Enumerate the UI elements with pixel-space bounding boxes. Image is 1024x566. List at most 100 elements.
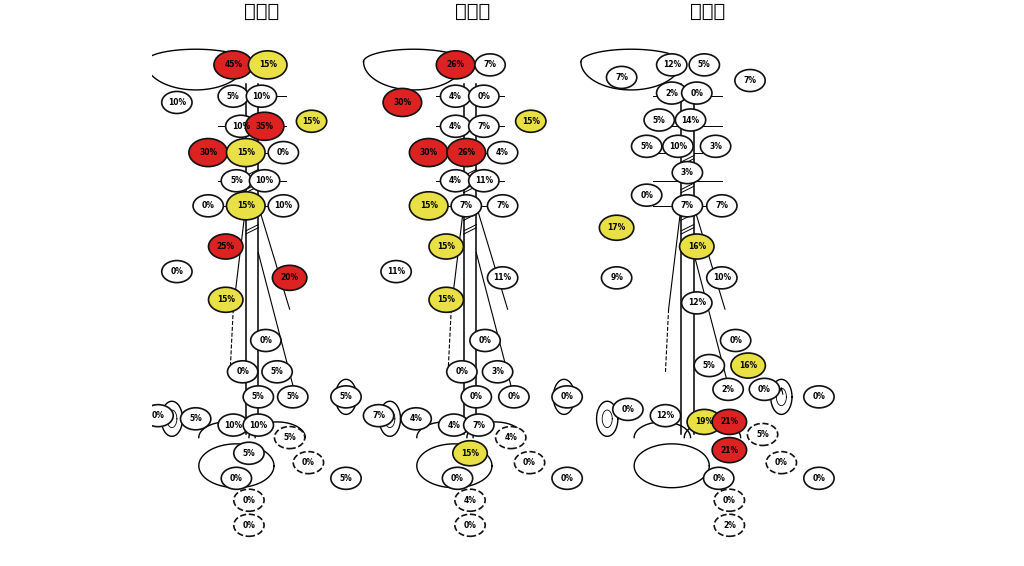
Text: 0%: 0%: [622, 405, 634, 414]
Ellipse shape: [401, 408, 431, 430]
Ellipse shape: [440, 85, 471, 107]
Text: 5%: 5%: [243, 449, 255, 458]
Text: 4%: 4%: [497, 148, 509, 157]
Ellipse shape: [487, 195, 518, 217]
Text: 20%: 20%: [281, 273, 299, 282]
Text: 10%: 10%: [224, 421, 243, 430]
Ellipse shape: [487, 267, 518, 289]
Ellipse shape: [453, 441, 487, 466]
Ellipse shape: [278, 386, 308, 408]
Text: 0%: 0%: [477, 92, 490, 101]
Text: 0%: 0%: [230, 474, 243, 483]
Text: 16%: 16%: [688, 242, 706, 251]
Text: 4%: 4%: [450, 92, 462, 101]
Text: 0%: 0%: [723, 496, 736, 505]
Ellipse shape: [714, 514, 744, 537]
Text: 11%: 11%: [475, 176, 493, 185]
Ellipse shape: [250, 170, 280, 192]
Ellipse shape: [293, 452, 324, 474]
Text: 7%: 7%: [681, 201, 694, 211]
Text: 0%: 0%: [237, 367, 249, 376]
Ellipse shape: [766, 452, 797, 474]
Text: 17%: 17%: [607, 223, 626, 232]
Ellipse shape: [218, 414, 249, 436]
Text: 4%: 4%: [447, 421, 460, 430]
Ellipse shape: [455, 489, 485, 511]
Ellipse shape: [804, 386, 835, 408]
Text: 5%: 5%: [640, 142, 653, 151]
Text: 0%: 0%: [508, 392, 520, 401]
Text: 5%: 5%: [252, 392, 264, 401]
Text: 胸下段: 胸下段: [690, 2, 726, 21]
Ellipse shape: [447, 139, 485, 166]
Ellipse shape: [410, 139, 447, 166]
Text: 3%: 3%: [681, 168, 694, 177]
Ellipse shape: [209, 234, 243, 259]
Ellipse shape: [672, 162, 702, 183]
Ellipse shape: [469, 115, 499, 138]
Text: 15%: 15%: [522, 117, 540, 126]
Text: 4%: 4%: [504, 433, 517, 442]
Ellipse shape: [442, 468, 473, 490]
Ellipse shape: [632, 135, 662, 157]
Ellipse shape: [221, 170, 252, 192]
Ellipse shape: [440, 115, 471, 138]
Ellipse shape: [268, 195, 299, 217]
Ellipse shape: [246, 112, 284, 140]
Text: 0%: 0%: [451, 474, 464, 483]
Text: 2%: 2%: [722, 385, 734, 394]
Ellipse shape: [714, 489, 744, 511]
Ellipse shape: [707, 195, 737, 217]
Text: 0%: 0%: [243, 521, 255, 530]
Text: 15%: 15%: [437, 242, 456, 251]
Text: 35%: 35%: [256, 122, 273, 131]
Ellipse shape: [514, 452, 545, 474]
Ellipse shape: [429, 234, 464, 259]
Text: 0%: 0%: [464, 521, 476, 530]
Ellipse shape: [331, 386, 361, 408]
Text: 0%: 0%: [202, 201, 215, 211]
Ellipse shape: [682, 292, 712, 314]
Text: 7%: 7%: [483, 61, 497, 70]
Text: 11%: 11%: [494, 273, 512, 282]
Ellipse shape: [672, 195, 702, 217]
Text: 3%: 3%: [710, 142, 722, 151]
Ellipse shape: [469, 170, 499, 192]
Ellipse shape: [632, 184, 662, 206]
Text: 10%: 10%: [249, 421, 267, 430]
Text: 0%: 0%: [243, 496, 255, 505]
Text: 0%: 0%: [729, 336, 742, 345]
Ellipse shape: [804, 468, 835, 490]
Ellipse shape: [381, 260, 412, 282]
Ellipse shape: [731, 353, 765, 378]
Ellipse shape: [233, 514, 264, 537]
Ellipse shape: [188, 139, 227, 166]
Ellipse shape: [748, 423, 777, 445]
Ellipse shape: [687, 409, 722, 435]
Ellipse shape: [162, 260, 193, 282]
Text: 9%: 9%: [610, 273, 623, 282]
Ellipse shape: [268, 142, 299, 164]
Ellipse shape: [218, 85, 249, 107]
Text: 0%: 0%: [259, 336, 272, 345]
Ellipse shape: [712, 409, 746, 435]
Ellipse shape: [750, 378, 779, 400]
Text: 26%: 26%: [446, 61, 465, 70]
Ellipse shape: [429, 288, 464, 312]
Ellipse shape: [707, 267, 737, 289]
Text: 19%: 19%: [695, 418, 714, 426]
Ellipse shape: [438, 414, 469, 436]
Text: 26%: 26%: [457, 148, 475, 157]
Text: 7%: 7%: [743, 76, 757, 85]
Text: 15%: 15%: [259, 61, 276, 70]
Ellipse shape: [612, 398, 643, 421]
Text: 5%: 5%: [227, 92, 240, 101]
Text: 0%: 0%: [170, 267, 183, 276]
Text: 0%: 0%: [640, 191, 653, 200]
Text: 45%: 45%: [224, 61, 243, 70]
Ellipse shape: [274, 427, 305, 449]
Ellipse shape: [251, 329, 281, 351]
Ellipse shape: [656, 82, 687, 104]
Ellipse shape: [162, 92, 193, 114]
Text: 5%: 5%: [653, 115, 666, 125]
